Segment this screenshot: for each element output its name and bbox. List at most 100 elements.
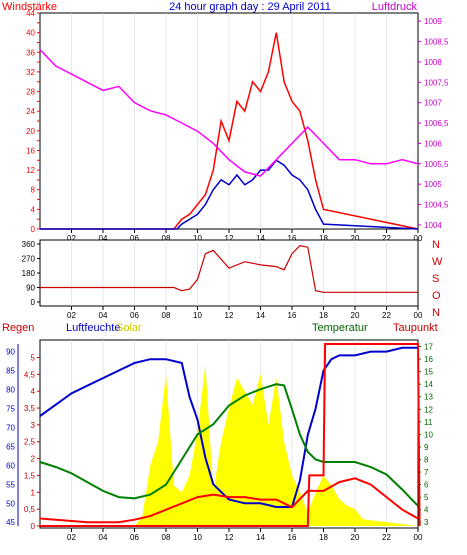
series-windrichtung [40,244,418,293]
panel-3-humidity-ticks: 45 50 55 60 65 70 75 80 85 90 [6,344,19,527]
left-tick-label: 20 [26,127,35,136]
x-tick-label: 02 [67,234,76,243]
axis-label-regen: Regen [2,322,34,334]
right-tick-label: 1004,5 [424,201,449,210]
humidity-tick-label: 45 [6,518,15,527]
direction-label: O [432,290,441,302]
x-tick-label: 04 [99,533,108,542]
left-tick-label: 0 [31,298,36,307]
temperature-tick-label: 13 [424,393,433,402]
humidity-tick-label: 70 [6,423,15,432]
temperature-tick-label: 9 [424,443,429,452]
x-tick-label: 08 [162,234,171,243]
panel-2-left-ticks: 0 90 180 270 360 [22,240,40,307]
temperature-tick-label: 16 [424,355,433,364]
x-tick-label: 12 [225,533,234,542]
x-tick-label: 04 [99,234,108,243]
left-tick-label: 4 [31,205,36,214]
panel-3-temperature-ticks: 3 4 5 6 7 8 9 10 11 12 13 14 15 16 17 [418,343,433,527]
panel-3-x-ticks: 02 04 06 08 10 12 14 16 18 20 22 00 [67,528,423,542]
chart-title: 24 hour graph day : 29 April 2011 [169,1,331,13]
left-tick-label: 270 [22,255,36,264]
rain-tick-label: 2,5 [24,438,36,447]
temperature-tick-label: 14 [424,380,433,389]
temperature-tick-label: 15 [424,368,433,377]
x-tick-label: 06 [130,234,139,243]
x-tick-label: 20 [351,234,360,243]
humidity-tick-label: 85 [6,367,15,376]
x-tick-label: 00 [414,533,423,542]
left-tick-label: 180 [22,269,36,278]
x-tick-label: 08 [162,533,171,542]
humidity-tick-label: 75 [6,404,15,413]
left-tick-label: 0 [31,225,36,234]
right-tick-label: 1009 [424,17,442,26]
series-luftdruck [39,49,419,177]
right-tick-label: 1007,5 [424,78,449,87]
panel-3-rain-ticks: 0 0,5 1 1,5 2 2,5 3 3,5 4 4,5 5 [24,353,40,531]
panel-1-x-ticks: 02 04 06 08 10 12 14 16 18 20 22 00 [67,229,423,243]
x-tick-label: 02 [67,311,76,320]
left-tick-label: 360 [22,240,36,249]
temperature-tick-label: 5 [424,493,429,502]
x-tick-label: 10 [193,311,202,320]
right-tick-label: 1005 [424,180,442,189]
right-axis-label: Luftdruck [372,1,418,13]
right-tick-label: 1004 [424,221,442,230]
x-tick-label: 20 [351,533,360,542]
temperature-tick-label: 11 [424,418,433,427]
x-tick-label: 14 [256,311,265,320]
left-tick-label: 12 [26,166,35,175]
x-tick-label: 18 [319,311,328,320]
x-tick-label: 22 [382,234,391,243]
panel-2-x-ticks: 02 04 06 08 10 12 14 16 18 20 22 00 [67,306,423,320]
humidity-tick-label: 65 [6,442,15,451]
x-tick-label: 22 [382,311,391,320]
rain-tick-label: 2 [31,455,36,464]
panel-1-left-ticks: 0 4 8 12 16 20 24 28 32 36 40 44 [26,9,40,234]
x-tick-label: 20 [351,311,360,320]
rain-tick-label: 4 [31,387,36,396]
humidity-tick-label: 50 [6,499,15,508]
temperature-tick-label: 12 [424,405,433,414]
left-tick-label: 44 [26,9,35,18]
rain-tick-label: 3,5 [24,404,36,413]
left-tick-label: 16 [26,146,35,155]
panel-3-series [39,343,421,527]
x-tick-label: 08 [162,311,171,320]
right-tick-label: 1008,5 [424,38,449,47]
temperature-tick-label: 17 [424,343,433,352]
left-tick-label: 36 [26,48,35,57]
panel-2-grid [71,240,387,306]
x-tick-label: 22 [382,533,391,542]
humidity-tick-label: 60 [6,461,15,470]
x-tick-label: 12 [225,234,234,243]
series-temperatur [39,383,419,507]
x-tick-label: 10 [193,234,202,243]
panel-1-grid [71,13,387,229]
direction-label: N [432,307,440,319]
direction-label: W [432,256,443,268]
temperature-tick-label: 4 [424,506,429,515]
left-tick-label: 32 [26,68,35,77]
left-tick-label: 24 [26,107,35,116]
x-tick-label: 02 [67,533,76,542]
x-tick-label: 16 [288,311,297,320]
panel-rain-humidity-temp: Regen Luftfeuchte Solar Temperatur Taupu… [2,322,438,542]
series-regen [40,343,421,527]
axis-label-luftfeuchte: Luftfeuchte [66,322,120,334]
axis-label-temperatur: Temperatur [312,322,368,334]
x-tick-label: 18 [319,234,328,243]
rain-tick-label: 1,5 [24,471,36,480]
rain-tick-label: 3 [31,421,36,430]
rain-tick-label: 1 [31,488,36,497]
series-taupunkt [39,477,419,524]
x-tick-label: 06 [130,533,139,542]
right-tick-label: 1007 [424,99,442,108]
temperature-tick-label: 8 [424,455,429,464]
panel-2-series [40,244,418,293]
series-luftfeuchte [39,346,418,508]
